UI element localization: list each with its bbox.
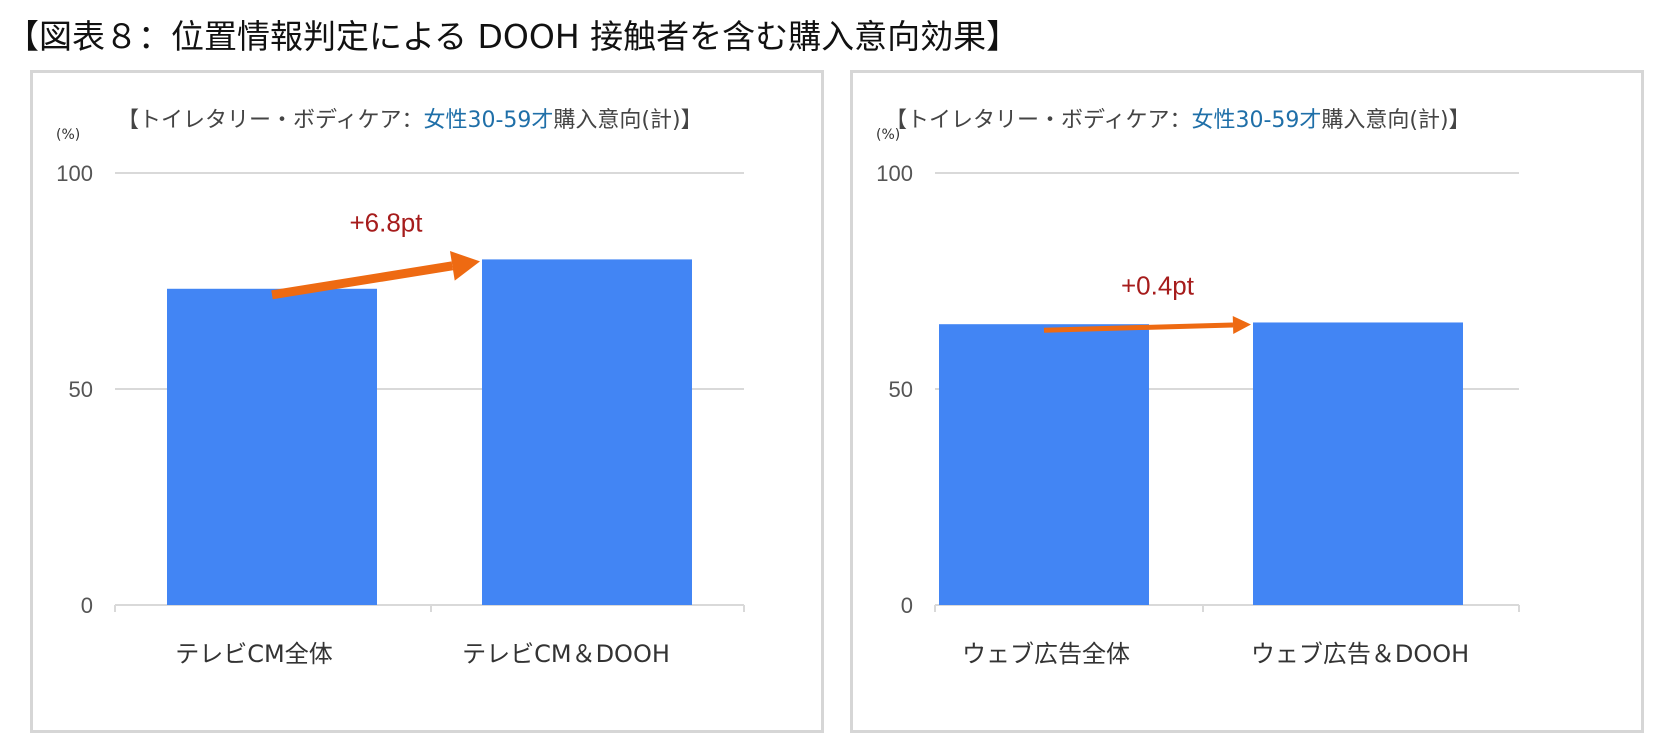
trend-arrow-head xyxy=(1232,315,1251,334)
x-category-label: ウェブ広告全体 xyxy=(962,640,1130,668)
trend-arrow-shaft xyxy=(271,261,454,300)
trend-arrow-head xyxy=(449,251,480,281)
difference-annotation: +0.4pt xyxy=(1121,270,1195,300)
chart-panel-right: 【トイレタリー・ボディケア：女性30-59才購入意向(計)】 (%) 0 50 10… xyxy=(850,70,1644,733)
trend-arrow-shaft xyxy=(1043,322,1234,333)
bar-2 xyxy=(482,259,692,605)
bar-chart-left: 0 50 100 テレビCM全体 テレビCM＆DOOH +6.8pt xyxy=(56,161,745,668)
bar-1 xyxy=(167,288,377,605)
x-category-label: テレビCM＆DOOH xyxy=(462,640,670,668)
y-tick-label: 100 xyxy=(876,161,913,186)
bar-1 xyxy=(939,324,1149,605)
x-category-label: テレビCM全体 xyxy=(175,640,332,668)
chart-title-right: 【トイレタリー・ボディケア：女性30-59才購入意向(計)】 xyxy=(885,106,1471,136)
chart-title-suffix: 購入意向(計)】 xyxy=(1321,108,1471,133)
chart-title-left: 【トイレタリー・ボディケア：女性30-59才購入意向(計)】 xyxy=(117,106,703,136)
difference-annotation: +6.8pt xyxy=(349,207,423,237)
chart-panel-left: 【トイレタリー・ボディケア：女性30-59才購入意向(計)】 (%) 0 50 10… xyxy=(30,70,824,733)
chart-title-highlight: 女性30-59才 xyxy=(1191,108,1322,133)
y-tick-label: 50 xyxy=(69,377,93,402)
y-tick-label: 0 xyxy=(81,593,93,618)
bar-2 xyxy=(1253,322,1463,605)
x-category-label: ウェブ広告＆DOOH xyxy=(1251,640,1469,668)
bar-chart-right: 0 50 100 ウェブ広告全体 ウェブ広告＆DOOH +0.4pt xyxy=(876,161,1520,668)
y-axis-unit: (%) xyxy=(56,127,81,143)
y-tick-label: 50 xyxy=(889,377,913,402)
y-tick-label: 0 xyxy=(901,593,913,618)
y-axis-unit: (%) xyxy=(876,127,901,143)
figure-title: 【図表８：位置情報判定による DOOH 接触者を含む購入意向効果】 xyxy=(6,17,1020,56)
y-tick-label: 100 xyxy=(56,161,93,186)
chart-title-prefix: 【トイレタリー・ボディケア： xyxy=(885,108,1192,133)
chart-title-prefix: 【トイレタリー・ボディケア： xyxy=(117,108,424,133)
chart-title-highlight: 女性30-59才 xyxy=(423,108,554,133)
chart-title-suffix: 購入意向(計)】 xyxy=(553,108,703,133)
